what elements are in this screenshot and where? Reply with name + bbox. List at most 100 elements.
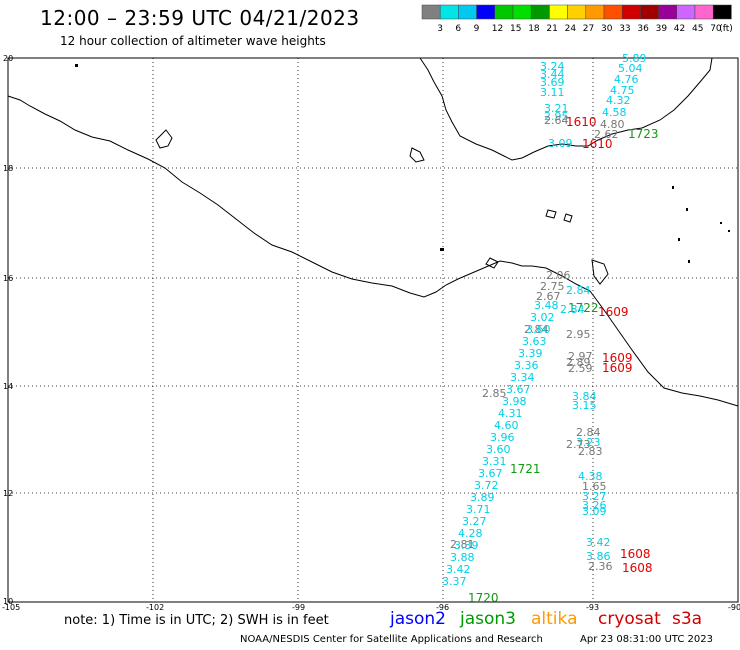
swh-value: 2.95	[544, 110, 569, 123]
altimeter-annotations: 3.243.443.693.113.212.953.092.645.895.04…	[442, 52, 659, 605]
swh-value: 2.36	[588, 560, 613, 573]
swh-value: 3.67	[478, 467, 503, 480]
swh-value: 2.84	[560, 303, 585, 316]
swh-value: 3.69	[540, 76, 565, 89]
pass-time-label: 1723	[628, 127, 659, 141]
swh-value: 3.02	[530, 311, 555, 324]
colorbar-label: 24	[565, 24, 577, 34]
swh-value: 3.86	[586, 550, 611, 563]
swh-value: 3.60	[486, 443, 511, 456]
swh-value: 2.73	[566, 438, 591, 451]
legend-cryosat: cryosat	[598, 609, 661, 629]
swh-value: 2.84	[566, 284, 591, 297]
color-scale-bar: 3 6 9 12 15 18 21 24 27 30 33 36 39 42 45 70(ft)	[421, 4, 733, 34]
legend-jason3: jason3	[460, 609, 516, 629]
lat-label: 10	[3, 597, 13, 606]
footnote: note: 1) Time is in UTC; 2) SWH is in fe…	[64, 613, 329, 628]
colorbar-label: 12	[492, 24, 503, 34]
colorbar-label: 70	[710, 24, 722, 34]
swh-value: 3.60	[526, 323, 551, 336]
swh-value: 3.48	[534, 299, 559, 312]
colorbar-label: 27	[583, 24, 594, 34]
swh-value: 3.37	[442, 575, 467, 588]
colorbar-label: 6	[455, 24, 461, 34]
swh-value: 4.80	[600, 118, 625, 131]
swh-value: 4.28	[458, 527, 483, 540]
swh-value: 3.36	[514, 359, 539, 372]
chart-subtitle: 12 hour collection of altimeter wave hei…	[60, 34, 326, 48]
swh-value: 3.88	[450, 551, 475, 564]
lon-label: -96	[436, 603, 449, 612]
swh-value: 3.42	[446, 563, 471, 576]
swh-value: 3.39	[518, 347, 543, 360]
swh-value: 2.62	[594, 128, 619, 141]
pass-time-label: 1720	[468, 591, 499, 605]
swh-value: 3.96	[490, 431, 515, 444]
pass-time-label: 1722	[568, 301, 599, 315]
map-frame	[7, 57, 739, 603]
swh-value: 3.71	[466, 503, 491, 516]
lon-label: -99	[292, 603, 305, 612]
pass-time-label: 1610	[582, 137, 613, 151]
lon-axis-labels: -105 -102 -99 -96 -93 -90	[2, 603, 740, 612]
swh-value: 2.89	[566, 356, 591, 369]
swh-value: 3.67	[506, 383, 531, 396]
colorbar-label: 42	[674, 24, 685, 34]
swh-value: 2.95	[566, 328, 591, 341]
pass-time-label: 1609	[602, 361, 633, 375]
swh-value: 3.39	[454, 539, 479, 552]
swh-value: 3.31	[482, 455, 507, 468]
swh-value: 2.81	[450, 538, 475, 551]
pass-time-label: 1608	[622, 561, 653, 575]
swh-value: 2.97	[568, 350, 593, 363]
colorbar-label: 9	[474, 24, 480, 34]
swh-value: 3.23	[576, 436, 601, 449]
lon-label: -102	[146, 603, 164, 612]
swh-value: 3.63	[522, 335, 547, 348]
graticule	[8, 58, 738, 602]
legend-altika: altika	[531, 609, 578, 629]
swh-value: 2.84	[524, 323, 549, 336]
swh-value: 3.09	[582, 505, 607, 518]
swh-value: 5.89	[622, 52, 647, 65]
pass-time-label: 1608	[620, 547, 651, 561]
pass-time-label: 1721	[510, 462, 541, 476]
colorbar-unit: (ft)	[719, 24, 733, 34]
lon-label: -93	[586, 603, 599, 612]
lat-label: 20	[3, 54, 13, 63]
swh-value: 2.64	[544, 114, 569, 127]
swh-value: 3.72	[474, 479, 499, 492]
swh-value: 4.60	[494, 419, 519, 432]
swh-value: 5.04	[618, 62, 643, 75]
swh-value: 3.98	[502, 395, 527, 408]
swh-value: 2.85	[482, 387, 507, 400]
lat-label: 16	[3, 274, 13, 283]
colorbar-label: 3	[437, 24, 443, 34]
swh-value: 4.75	[610, 84, 635, 97]
swh-value: 2.59	[568, 362, 593, 375]
swh-value: 3.26	[582, 499, 607, 512]
swh-value: 3.27	[582, 490, 607, 503]
swh-value: 4.32	[606, 94, 631, 107]
lat-label: 14	[3, 382, 13, 391]
colorbar-label: 30	[601, 24, 613, 34]
colorbar-label: 21	[546, 24, 557, 34]
pass-time-label: 1609	[598, 305, 629, 319]
swh-value: 4.38	[578, 470, 603, 483]
swh-value: 3.27	[462, 515, 487, 528]
credit-line: NOAA/NESDIS Center for Satellite Applica…	[240, 634, 543, 645]
swh-value: 3.42	[586, 536, 611, 549]
legend-s3a: s3a	[672, 609, 703, 629]
colorbar-label: 18	[528, 24, 540, 34]
swh-value: 2.84	[576, 426, 601, 439]
swh-value: 1.65	[582, 480, 607, 493]
swh-value: 3.11	[540, 86, 565, 99]
swh-value: 2.75	[540, 280, 565, 293]
colorbar-label: 45	[692, 24, 703, 34]
colorbar-label: 36	[637, 24, 649, 34]
swh-value: 3.21	[544, 102, 569, 115]
colorbar-swatch	[712, 4, 732, 20]
pass-time-label: 1610	[566, 115, 597, 129]
colorbar-label: 15	[510, 24, 521, 34]
pass-time-label: 1609	[602, 351, 633, 365]
